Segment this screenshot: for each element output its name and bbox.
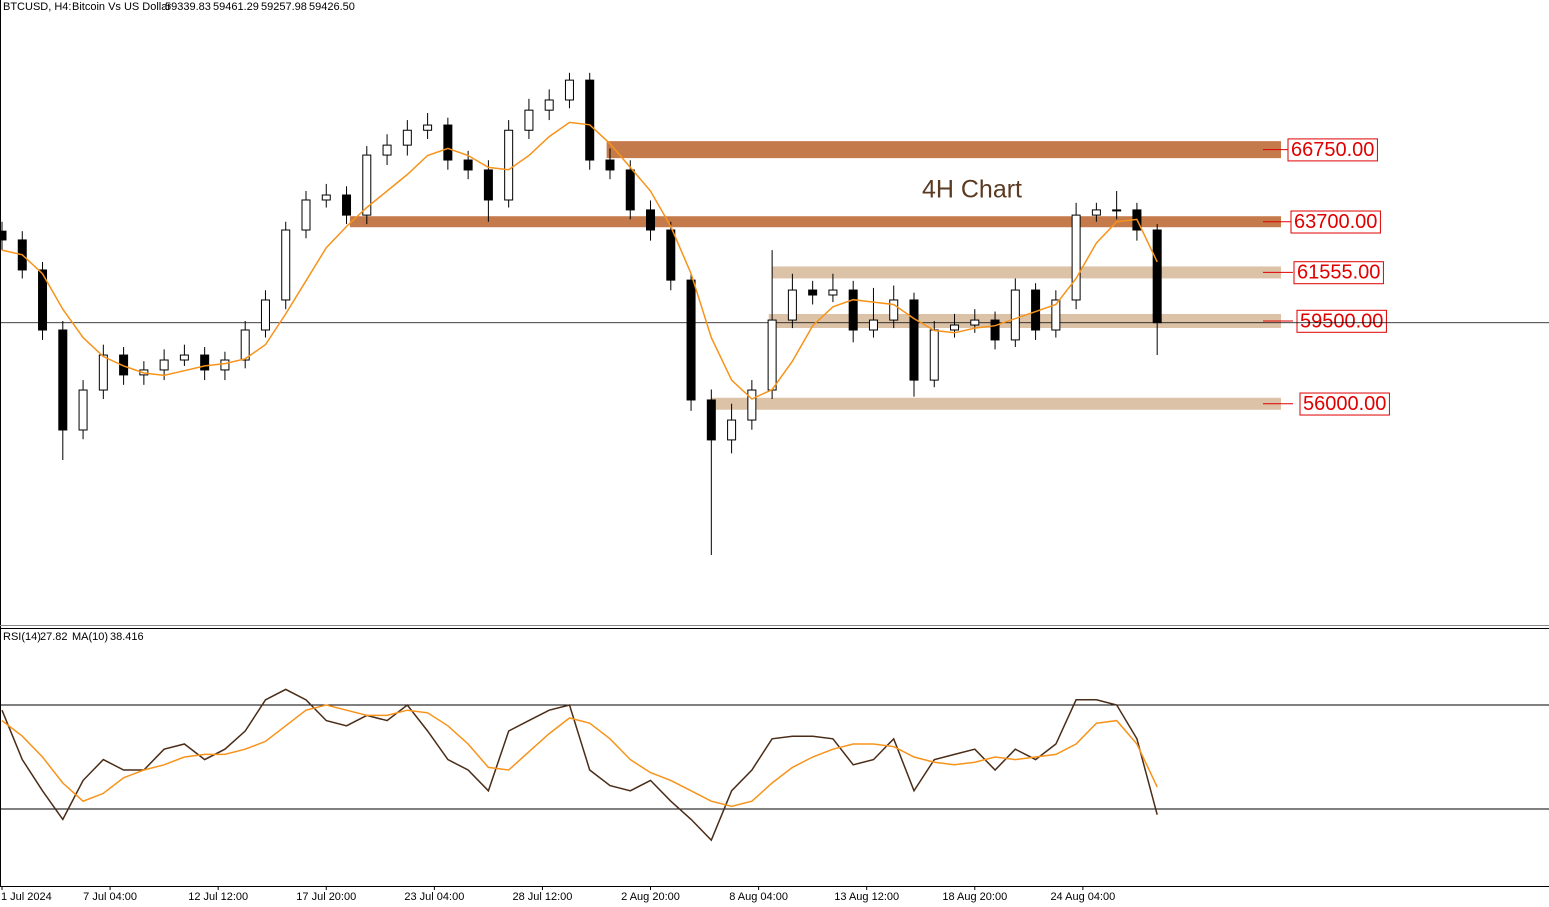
candle-body bbox=[38, 269, 48, 331]
candle-body bbox=[848, 289, 858, 331]
zone bbox=[772, 266, 1281, 279]
candle-body bbox=[950, 324, 960, 331]
candle-body bbox=[747, 389, 757, 421]
candle-body bbox=[970, 319, 980, 326]
header-ohlc: 59426.50 bbox=[309, 1, 355, 13]
candle-body bbox=[1152, 229, 1162, 324]
header-ohlc: 59339.83 bbox=[165, 1, 211, 13]
candle-body bbox=[504, 129, 514, 201]
candle-body bbox=[666, 229, 676, 281]
zone bbox=[349, 216, 1281, 228]
rsi-ma-value: 38.416 bbox=[110, 631, 144, 643]
candle-body bbox=[0, 230, 7, 241]
symbol: BTCUSD, H4: bbox=[3, 1, 71, 13]
candle-body bbox=[483, 169, 493, 201]
rsi-value: 27.82 bbox=[40, 631, 68, 643]
description: Bitcoin Vs US Dollar bbox=[72, 1, 171, 13]
candle-body bbox=[159, 359, 169, 371]
candle-body bbox=[423, 124, 433, 131]
ma-line bbox=[1, 121, 1158, 400]
candle-body bbox=[463, 159, 473, 171]
x-tick-label: 24 Aug 04:00 bbox=[1050, 891, 1115, 903]
candle-body bbox=[260, 299, 270, 331]
candle-body bbox=[179, 354, 189, 361]
candle-body bbox=[787, 289, 797, 321]
zone-label: 59500.00 bbox=[1300, 310, 1383, 332]
zone-label: 56000.00 bbox=[1303, 393, 1386, 415]
candle-body bbox=[1010, 289, 1020, 341]
zone bbox=[711, 397, 1281, 410]
candle-body bbox=[281, 229, 291, 301]
zone-label-box bbox=[1293, 261, 1384, 285]
x-tick-label: 28 Jul 12:00 bbox=[512, 891, 572, 903]
x-tick-label: 8 Aug 04:00 bbox=[729, 891, 788, 903]
candle-body bbox=[909, 299, 919, 381]
candle-body bbox=[524, 109, 534, 131]
annotation: 4H Chart bbox=[922, 176, 1022, 204]
header-ohlc: 59461.29 bbox=[213, 1, 259, 13]
candle-body bbox=[727, 419, 737, 441]
candle-body bbox=[98, 354, 108, 391]
candle-body bbox=[342, 194, 352, 216]
zone-label: 61555.00 bbox=[1297, 262, 1380, 284]
candle-body bbox=[58, 329, 68, 431]
x-tick-label: 1 Jul 2024 bbox=[1, 891, 52, 903]
candle-body bbox=[868, 319, 878, 331]
candle-body bbox=[1091, 209, 1101, 216]
zone-label-box bbox=[1299, 392, 1390, 416]
x-tick-label: 2 Aug 20:00 bbox=[621, 891, 680, 903]
zone bbox=[606, 141, 1281, 159]
candle-body bbox=[646, 209, 656, 231]
candle-body bbox=[686, 279, 696, 401]
zone-label-box bbox=[1290, 210, 1381, 234]
candle-body bbox=[767, 319, 777, 391]
candle-body bbox=[321, 194, 331, 201]
candle-body bbox=[625, 169, 635, 211]
candle-body bbox=[382, 144, 392, 156]
candle-body bbox=[443, 124, 453, 161]
x-tick-label: 18 Aug 20:00 bbox=[942, 891, 1007, 903]
candle-body bbox=[808, 289, 818, 296]
candle-body bbox=[200, 354, 210, 371]
zone-label-box bbox=[1296, 309, 1387, 333]
candle-body bbox=[1112, 209, 1122, 212]
candle-body bbox=[889, 299, 899, 321]
zone bbox=[768, 314, 1281, 329]
candle-body bbox=[828, 289, 838, 296]
header-ohlc: 59257.98 bbox=[261, 1, 307, 13]
candle-body bbox=[301, 199, 311, 231]
candle-body bbox=[220, 359, 230, 371]
zone-label: 63700.00 bbox=[1294, 211, 1377, 233]
candle-body bbox=[990, 319, 1000, 341]
candle-body bbox=[544, 99, 554, 111]
x-tick-label: 12 Jul 12:00 bbox=[188, 891, 248, 903]
candle-body bbox=[929, 329, 939, 381]
x-tick-label: 7 Jul 04:00 bbox=[83, 891, 137, 903]
candle-body bbox=[362, 154, 372, 216]
rsi-line bbox=[1, 688, 1158, 842]
candle-body bbox=[240, 329, 250, 361]
rsi-ma-line bbox=[1, 704, 1158, 808]
rsi-ma-title: MA(10) bbox=[72, 631, 108, 643]
x-tick-label: 17 Jul 20:00 bbox=[296, 891, 356, 903]
candle-body bbox=[1071, 214, 1081, 301]
rsi-title: RSI(14) bbox=[3, 631, 41, 643]
candle-body bbox=[706, 399, 716, 441]
candle-body bbox=[119, 354, 129, 376]
candle-body bbox=[605, 159, 615, 171]
x-tick-label: 23 Jul 04:00 bbox=[404, 891, 464, 903]
x-tick-label: 13 Aug 12:00 bbox=[834, 891, 899, 903]
zone-label: 66750.00 bbox=[1291, 139, 1374, 161]
candle-body bbox=[78, 389, 88, 431]
candle-body bbox=[564, 79, 574, 101]
candle-body bbox=[402, 129, 412, 146]
candle-body bbox=[585, 79, 595, 161]
zone-label-box bbox=[1287, 138, 1378, 162]
candle-body bbox=[1051, 299, 1061, 331]
